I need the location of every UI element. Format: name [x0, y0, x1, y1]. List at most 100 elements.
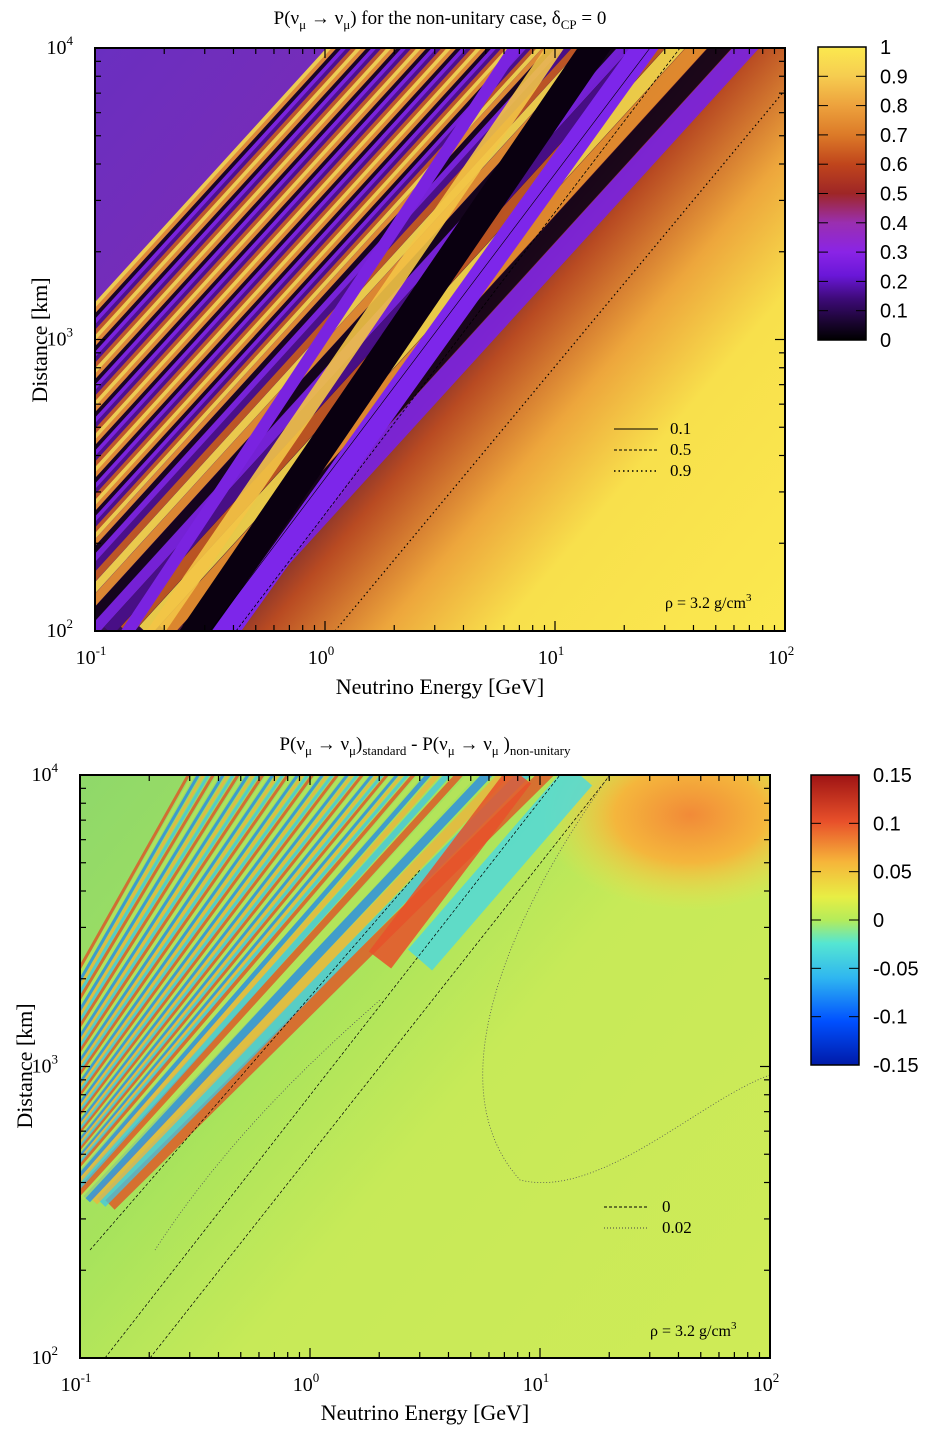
- difference-band: [80, 775, 395, 1154]
- contour-0: [104, 775, 561, 1358]
- oscillation-band: [95, 48, 517, 512]
- colorbar-1: 1 0.9 0.8 0.7 0.6 0.5 0.4 0.3 0.2 0.1 0: [817, 37, 908, 352]
- x-tick-label: 100: [308, 643, 335, 669]
- difference-band: [80, 775, 464, 1197]
- y-tick-label: 102: [32, 1343, 59, 1369]
- difference-band: [80, 775, 320, 1101]
- legend-label-0: 0: [662, 1197, 671, 1216]
- oscillation-band: [95, 48, 532, 528]
- legend-label-0.1: 0.1: [670, 419, 691, 438]
- y-tick-label: 102: [47, 616, 74, 642]
- colorbar-tick-label: 0: [880, 330, 891, 352]
- difference-band: [80, 775, 210, 996]
- colorbar-2: 0.15 0.1 0.05 0 -0.05 -0.1 -0.15: [810, 765, 919, 1077]
- difference-band: [80, 775, 225, 1013]
- legend-label-0.9: 0.9: [670, 461, 691, 480]
- oscillation-band: [95, 48, 522, 517]
- difference-band: [80, 775, 375, 1141]
- legend-label-0.02: 0.02: [662, 1218, 692, 1237]
- difference-band: [80, 775, 441, 1184]
- oscillation-band: [95, 48, 457, 446]
- difference-band: [80, 775, 365, 1135]
- oscillation-band: [95, 48, 372, 352]
- oscillation-band: [95, 48, 447, 435]
- contour-0: [89, 869, 421, 1251]
- difference-band: [80, 775, 250, 1039]
- xlabel-2: Neutrino Energy [GeV]: [321, 1400, 530, 1425]
- oscillation-band: [95, 48, 527, 523]
- y-tick-label: 104: [32, 760, 59, 786]
- density-annotation-2: ρ = 3.2 g/cm3: [650, 1320, 737, 1340]
- difference-band: [80, 775, 295, 1081]
- colorbar-tick-label: 0.2: [880, 271, 908, 293]
- colorbar-tick-label: -0.1: [873, 1007, 907, 1029]
- heatmap-1: [95, 48, 785, 631]
- y-tick-label: 103: [32, 1052, 59, 1078]
- difference-band: [80, 775, 305, 1089]
- oscillation-band: [95, 48, 487, 479]
- contour-0.9: [334, 89, 785, 631]
- oscillation-band: [95, 48, 472, 462]
- difference-band: [80, 775, 235, 1024]
- oscillation-band: [95, 48, 412, 396]
- difference-band: [80, 775, 380, 1145]
- oscillation-band: [95, 48, 342, 319]
- difference-band: [80, 775, 325, 1105]
- oscillation-band: [95, 48, 462, 451]
- oscillation-band: [95, 48, 402, 385]
- colorbar-tick-label: 0.1: [873, 813, 901, 835]
- oscillation-band: [95, 48, 362, 341]
- x-tick-label: 10-1: [61, 1370, 92, 1396]
- ylabel-1: Distance [km]: [27, 277, 52, 402]
- ylabel-2: Distance [km]: [12, 1003, 37, 1128]
- colorbar-tick-label: 0.3: [880, 242, 908, 264]
- oscillation-band: [95, 48, 407, 391]
- contour-0: [149, 775, 611, 1358]
- difference-band: [80, 775, 345, 1120]
- oscillation-band: [95, 48, 347, 325]
- contour-0.5: [235, 48, 681, 631]
- violet-band: [211, 48, 660, 631]
- colorbar-tick-label: 0.05: [873, 862, 912, 884]
- difference-band: [80, 775, 191, 971]
- oscillation-band: [95, 48, 382, 363]
- colorbar-tick-label: 1: [880, 37, 891, 59]
- colorbar-tick-label: 0.8: [880, 96, 908, 118]
- oscillation-band: [95, 48, 352, 330]
- oscillation-band: [95, 48, 492, 484]
- x-tick-label: 102: [768, 643, 795, 669]
- heatmap-2: [80, 775, 770, 1358]
- oscillation-band: [95, 48, 556, 554]
- xlabel-1: Neutrino Energy [GeV]: [336, 674, 545, 699]
- difference-band: [80, 775, 404, 1161]
- y-tick-label: 104: [47, 33, 74, 59]
- oscillation-band: [95, 48, 417, 402]
- difference-band: [80, 775, 260, 1049]
- colorbar-tick-label: 0.5: [880, 184, 908, 206]
- oscillation-band: [95, 48, 497, 490]
- oscillation-band: [95, 48, 482, 473]
- x-tick-label: 101: [538, 643, 565, 669]
- oscillation-band: [95, 48, 437, 424]
- oscillation-band: [95, 48, 427, 413]
- oscillation-band: [95, 48, 422, 407]
- colorbar-tick-label: 0.1: [880, 301, 908, 323]
- red-band: [368, 775, 532, 969]
- x-tick-label: 10-1: [76, 643, 107, 669]
- violet-band-2: [120, 48, 522, 631]
- panel1-title: P(νμ → νμ) for the non-unitary case, δCP…: [274, 8, 607, 32]
- contour-legend-1: 0.1 0.5 0.9: [614, 419, 691, 480]
- x-tick-label: 101: [523, 1370, 550, 1396]
- yellow-band: [146, 48, 565, 631]
- oscillation-band: [95, 48, 387, 369]
- oscillation-band: [95, 48, 392, 374]
- oscillation-band: [95, 48, 332, 308]
- difference-band: [80, 775, 360, 1131]
- panel-probability: P(νμ → νμ) for the non-unitary case, δCP…: [27, 8, 908, 699]
- legend-label-0.5: 0.5: [670, 440, 691, 459]
- x-tick-label: 102: [753, 1370, 780, 1396]
- oscillation-band: [95, 48, 337, 314]
- difference-band: [80, 775, 240, 1029]
- oscillation-band: [95, 48, 452, 440]
